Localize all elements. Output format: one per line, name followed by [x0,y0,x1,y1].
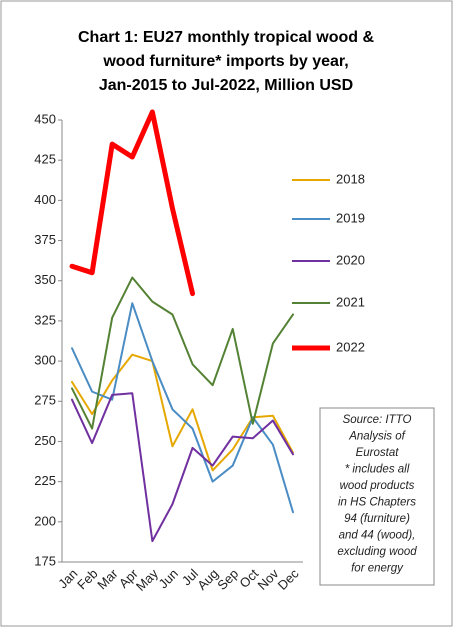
y-tick-label: 350 [34,272,56,287]
note-text: Eurostat [356,447,400,459]
note-text: Source: ITTO [343,414,412,426]
series-line [69,109,196,297]
note-text: and 44 (wood), [339,530,416,542]
series-line [71,276,294,430]
note-text: wood products [340,480,415,492]
y-tick-label: 375 [34,232,56,247]
chart-title: Jan-2015 to Jul-2022, Million USD [99,77,353,94]
legend-label: 2022 [336,339,365,354]
note-text: excluding wood [337,546,417,558]
note-text: * includes all [345,464,410,476]
y-tick-label: 250 [34,433,56,448]
series-line [71,353,294,472]
y-tick-label: 450 [34,111,56,126]
y-tick-label: 175 [34,553,56,568]
legend-label: 2018 [336,171,365,186]
chart-title: wood furniture* imports by year, [102,53,348,70]
legend-label: 2020 [336,252,365,267]
note-text: for energy [351,563,404,575]
legend-label: 2019 [336,210,365,225]
chart-title: Chart 1: EU27 monthly tropical wood & [78,29,374,46]
note-text: Analysis of [348,431,406,443]
y-tick-label: 200 [34,513,56,528]
y-tick-label: 300 [34,353,56,368]
note-text: 94 (furniture) [344,513,410,525]
note-text: in HS Chapters [338,497,416,509]
y-tick-label: 225 [34,473,56,488]
y-tick-label: 400 [34,192,56,207]
y-tick-label: 275 [34,393,56,408]
y-tick-label: 325 [34,312,56,327]
series-line [71,302,294,514]
legend-label: 2021 [336,294,365,309]
y-tick-label: 425 [34,152,56,167]
note-box [319,407,435,586]
series-line [71,392,294,543]
